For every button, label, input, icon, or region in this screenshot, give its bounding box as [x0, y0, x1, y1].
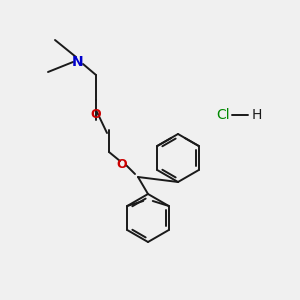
Text: O: O — [91, 109, 101, 122]
Text: O: O — [117, 158, 127, 172]
Text: N: N — [72, 55, 84, 69]
Text: H: H — [252, 108, 262, 122]
Text: Cl: Cl — [216, 108, 230, 122]
